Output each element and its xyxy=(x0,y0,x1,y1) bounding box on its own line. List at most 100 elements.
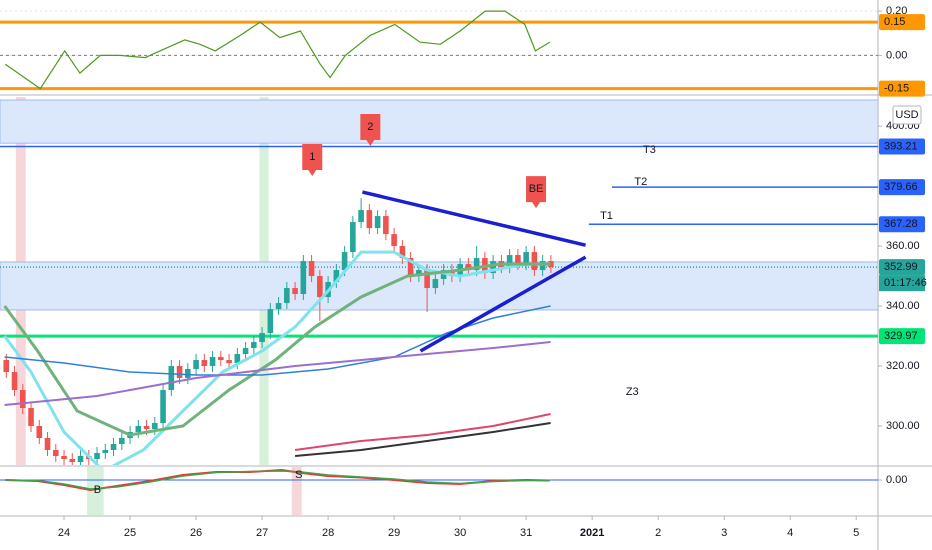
candle-body xyxy=(531,252,538,271)
candle-body xyxy=(267,309,274,334)
level-label: -0.15 xyxy=(884,82,909,94)
candle-body xyxy=(176,366,183,379)
candle-body xyxy=(110,444,117,451)
session-highlight xyxy=(87,467,104,515)
annotation-label: S xyxy=(295,469,302,481)
session-highlight xyxy=(291,467,302,515)
level-label-box xyxy=(879,138,925,155)
zone xyxy=(0,261,878,311)
candle-body xyxy=(548,261,554,268)
annotation-label: Z3 xyxy=(626,386,639,398)
candle-body xyxy=(160,390,166,424)
indicator-line xyxy=(3,250,551,465)
indicator-line xyxy=(4,341,551,406)
candle-body xyxy=(275,303,282,310)
candle-body xyxy=(118,438,125,445)
y-tick-label: 0.20 xyxy=(886,5,907,17)
y-tick-label: 340.00 xyxy=(886,300,920,312)
candle-body xyxy=(44,438,51,451)
level-label-box xyxy=(879,179,925,196)
candle-body xyxy=(383,216,389,235)
candle-body xyxy=(292,288,298,295)
candle-body xyxy=(391,234,397,247)
candle-body xyxy=(506,255,513,268)
candle-body xyxy=(341,252,348,271)
y-tick-label: 0.00 xyxy=(886,474,907,486)
x-tick-label: 24 xyxy=(58,527,70,539)
level-label-box xyxy=(879,328,925,345)
signal-flag xyxy=(526,176,547,209)
x-tick-label: 28 xyxy=(322,527,334,539)
indicator-line xyxy=(4,305,551,376)
x-tick-label: 2 xyxy=(655,527,661,539)
candle-body xyxy=(300,261,307,295)
signal-flag-label: 1 xyxy=(309,151,315,163)
candle-body xyxy=(465,264,472,271)
level-label-box xyxy=(879,80,925,97)
candle-body xyxy=(52,450,59,457)
candle-body xyxy=(284,288,290,304)
y-tick-label: 0.00 xyxy=(886,49,907,61)
candle-body xyxy=(226,360,232,364)
candle-body xyxy=(3,360,10,373)
indicator-line xyxy=(294,413,551,451)
annotation-label: T1 xyxy=(600,210,613,222)
axes: 0.20 0.00 0.15 -0.15 300.00 3 2 0.00 340.00 360.0… xyxy=(58,5,927,539)
candle-body xyxy=(36,426,43,439)
candle-body xyxy=(358,210,364,223)
x-tick-label: 25 xyxy=(124,527,136,539)
candle-body xyxy=(11,372,18,391)
candle-body xyxy=(168,366,175,391)
level-label: 393.21 xyxy=(884,140,918,152)
x-tick-label: 31 xyxy=(520,527,532,539)
candle-body xyxy=(432,279,439,289)
x-tick-label: 3 xyxy=(721,527,727,539)
trend-line xyxy=(362,190,586,247)
candle-body xyxy=(102,450,109,454)
candle-body xyxy=(242,348,249,355)
x-tick-label: 30 xyxy=(454,527,466,539)
indicator-line xyxy=(4,10,551,90)
level-label: 352.99 xyxy=(884,261,918,273)
candle-body xyxy=(515,255,521,265)
candle-body xyxy=(185,369,191,379)
candle-body xyxy=(61,456,67,460)
candle-body xyxy=(209,357,216,367)
signal-flag-label: 2 xyxy=(367,121,373,133)
candle-body xyxy=(350,222,356,253)
candle-body xyxy=(449,270,455,277)
level-label-box xyxy=(879,216,925,233)
x-tick-label: 27 xyxy=(256,527,268,539)
candle-body xyxy=(366,210,373,229)
x-tick-label: 29 xyxy=(388,527,400,539)
level-label: 0.15 xyxy=(884,16,905,28)
countdown-label: 01:17:46 xyxy=(884,277,927,289)
candle-body xyxy=(308,261,315,277)
candle-body xyxy=(201,360,208,367)
candle-body xyxy=(374,216,381,229)
annotation-label: T3 xyxy=(643,144,656,156)
candle-body xyxy=(218,357,224,361)
countdown-box xyxy=(879,275,925,292)
candle-body xyxy=(135,426,142,433)
candle-body xyxy=(523,252,529,265)
oscillator-pane xyxy=(0,10,878,91)
price-pane: 1 2 BE T1 T2 T3 Z3 xyxy=(0,97,878,465)
zone xyxy=(0,99,878,144)
candle-body xyxy=(69,459,76,463)
candle-body xyxy=(407,258,414,277)
candle-body xyxy=(416,270,422,277)
candle-body xyxy=(152,423,158,430)
candle-body xyxy=(193,360,199,370)
candle-body xyxy=(317,276,323,298)
candle-body xyxy=(143,426,150,430)
x-tick-label: 4 xyxy=(787,527,793,539)
signal-flag-label: BE xyxy=(529,183,544,195)
currency-box xyxy=(892,105,922,125)
trend-line xyxy=(419,255,587,353)
y-tick-label: 300.00 xyxy=(886,420,920,432)
candle-body xyxy=(259,333,265,343)
candle-body xyxy=(28,408,34,427)
y-tick-label: 360.00 xyxy=(886,240,920,252)
